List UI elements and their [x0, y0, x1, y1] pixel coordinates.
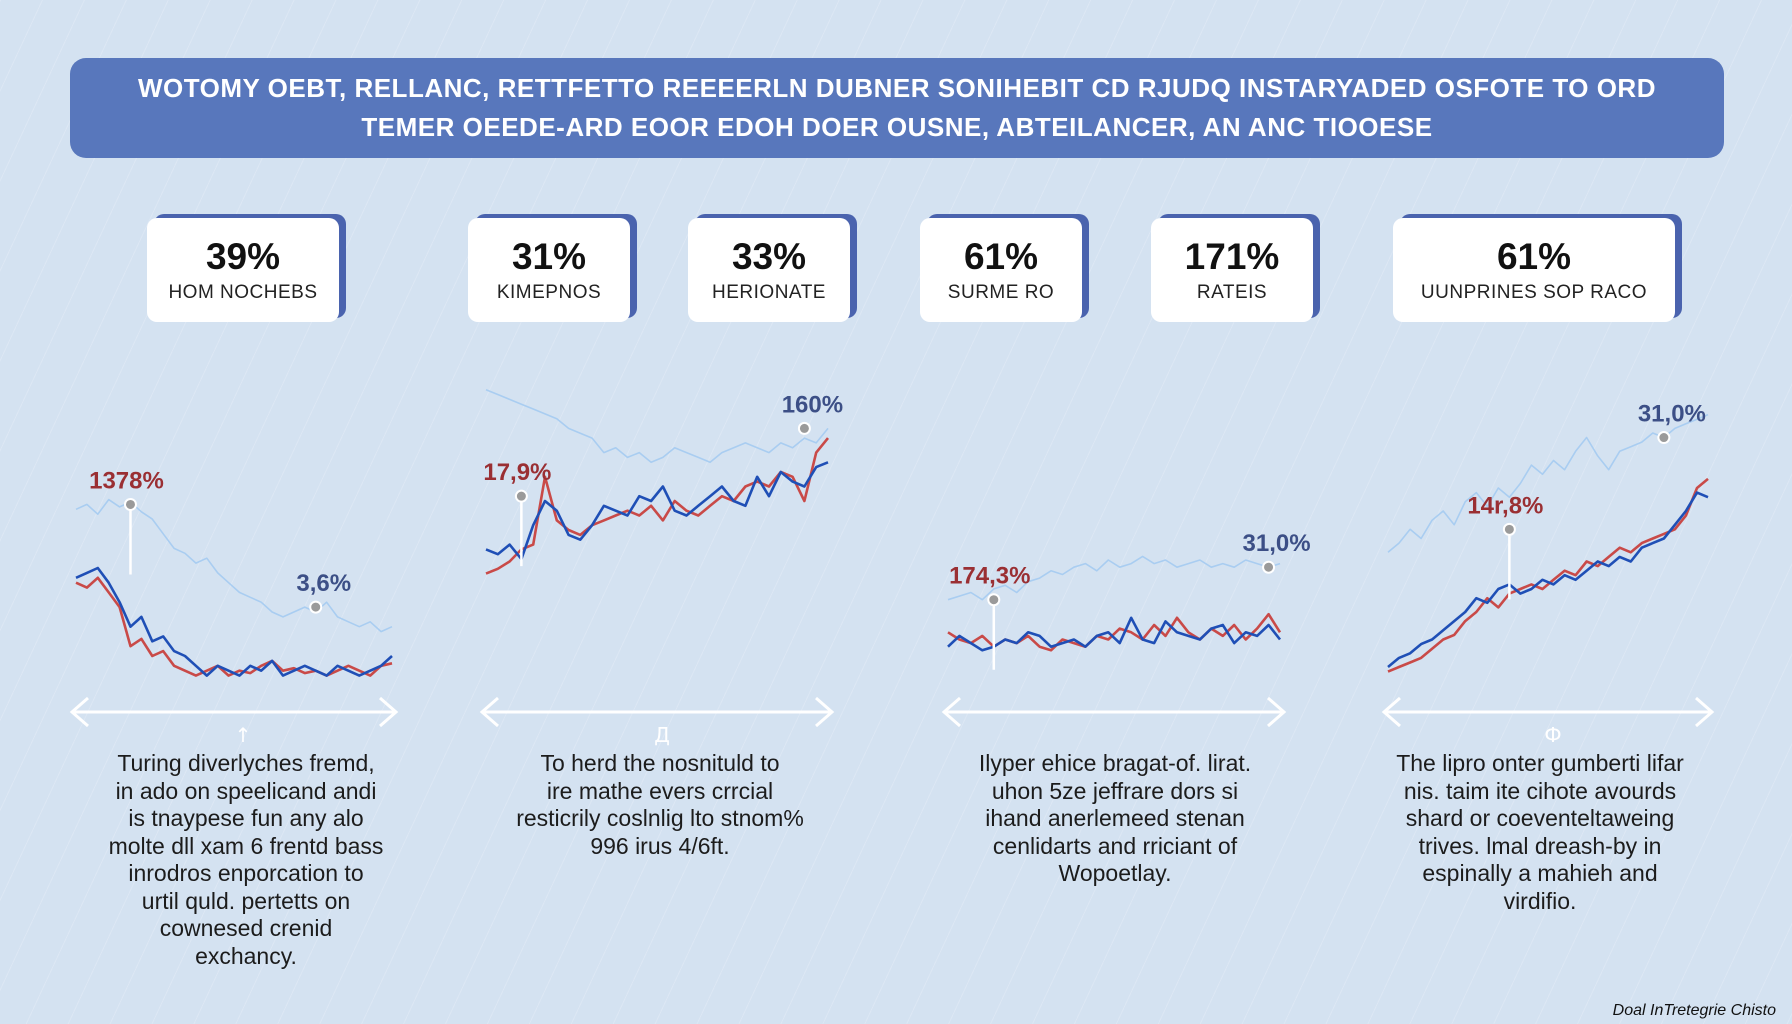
stat-card-4: 61% SURME RO [920, 218, 1082, 322]
stat-label: KIMEPNOS [496, 282, 602, 303]
annotation-marker [123, 497, 137, 511]
series-line-3 [485, 388, 829, 464]
description-line: virdifio. [1503, 887, 1577, 914]
description-line: trives. lmal dreash-by in [1418, 832, 1662, 859]
stat-value: 61% [1496, 236, 1572, 277]
description-line: cenlidarts and rriciant of [992, 832, 1238, 859]
footer-credit: Doal InTretegrie Chisto [1612, 1002, 1776, 1019]
description-line: 996 irus 4/6ft. [590, 832, 730, 859]
description-line: To herd the nosnituld to [540, 750, 780, 776]
annotation-marker [1502, 522, 1516, 536]
series-line-3 [1387, 413, 1709, 553]
header-banner: WOTOMY OEBT, RELLANC, RETTFETTO REEEERLN… [70, 58, 1724, 158]
description-line: urtil quld. pertetts on [141, 887, 351, 914]
stat-card-2: 31% KIMEPNOS [468, 218, 630, 322]
annotation-marker [1657, 431, 1671, 445]
axis-arrow-left [479, 696, 499, 728]
stat-card-5: 171% RATEIS [1151, 218, 1313, 322]
annotation-label: 14r,8% [1467, 492, 1543, 519]
stat-label: UUNPRINES SOP RACO [1420, 282, 1648, 303]
axis-arrow-right [379, 696, 399, 728]
description-1: Turing diverlyches fremd, in ado on spee… [76, 750, 416, 970]
stat-label: RATEIS [1196, 282, 1268, 303]
description-line: exchancy. [195, 942, 297, 969]
stat-value: 39% [205, 236, 281, 277]
stat-value: 33% [731, 236, 807, 277]
stat-card-1: 39% HOM NOCHEBS [147, 218, 339, 322]
description-line: in ado on speelicand andi [115, 777, 377, 804]
description-line: Turing diverlyches fremd, [117, 750, 375, 776]
annotation-marker [514, 489, 528, 503]
description-line: Wopoetlay. [1058, 860, 1172, 886]
stat-card-6: 61% UUNPRINES SOP RACO [1393, 218, 1675, 322]
annotation-marker [1262, 560, 1276, 574]
description-2: To herd the nosnituld to ire mathe evers… [480, 750, 840, 860]
annotation-label: 160% [782, 391, 843, 418]
stat-value: 61% [963, 236, 1039, 277]
series-line-1 [485, 437, 830, 575]
stat-value: 31% [511, 236, 587, 277]
series-line-2 [1387, 491, 1709, 669]
description-3: Ilyper ehice bragat-of. lirat. uhon 5ze … [930, 750, 1300, 888]
stat-value: 171% [1184, 236, 1280, 277]
annotation-marker [309, 600, 323, 614]
description-4: The lipro onter gumberti lifar nis. taim… [1360, 750, 1720, 915]
axis-arrow-right [1695, 696, 1715, 728]
axis-arrow-right [1267, 696, 1287, 728]
axis-glyph: Ф [1544, 723, 1561, 747]
stat-card-3: 33% HERIONATE [688, 218, 850, 322]
annotation-marker [987, 593, 1001, 607]
annotation-label: 17,9% [483, 459, 551, 486]
annotation-label: 174,3% [949, 563, 1030, 590]
description-line: is tnaypese fun any alo [128, 805, 364, 831]
description-line: resticrily coslnlig lto stnom% [516, 805, 804, 831]
description-line: ihand anerlemeed stenan [985, 805, 1245, 831]
series-line-2 [947, 616, 1282, 652]
stat-label: HOM NOCHEBS [168, 282, 318, 303]
description-line: shard or coeventeltaweing [1405, 805, 1675, 831]
axis-arrow-left [69, 696, 89, 728]
series-line-1 [1387, 477, 1709, 673]
page-title: WOTOMY OEBT, RELLANC, RETTFETTO REEEERLN… [138, 73, 1656, 142]
annotation-label: 31,0% [1638, 401, 1706, 428]
axis-glyph: Д [654, 723, 670, 747]
series-line-2 [75, 566, 393, 677]
series-line-2 [485, 461, 829, 561]
description-line: Ilyper ehice bragat-of. lirat. [978, 750, 1252, 776]
description-line: cownesed crenid [159, 915, 333, 941]
description-line: ire mathe evers crrcial [546, 777, 774, 804]
description-line: nis. taim ite cihote avourds [1403, 777, 1677, 804]
description-line: inrodros enporcation to [128, 860, 364, 886]
stat-label: HERIONATE [712, 282, 826, 303]
description-line: uhon 5ze jeffrare dors si [991, 777, 1239, 804]
annotation-label: 3,6% [296, 570, 351, 597]
axis-glyph: ↑ [235, 723, 252, 747]
annotation-label: 31,0% [1243, 530, 1311, 557]
description-line: espinally a mahieh and [1422, 860, 1658, 886]
axis-arrow-left [941, 696, 961, 728]
series-line-3 [947, 555, 1281, 601]
description-line: The lipro onter gumberti lifar [1396, 750, 1684, 776]
annotation-label: 1378% [89, 467, 164, 494]
annotation-marker [797, 421, 811, 435]
axis-arrow-right [815, 696, 835, 728]
stat-label: SURME RO [947, 282, 1055, 303]
description-line: molte dll xam 6 frentd bass [108, 832, 384, 859]
axis-arrow-left [1381, 696, 1401, 728]
